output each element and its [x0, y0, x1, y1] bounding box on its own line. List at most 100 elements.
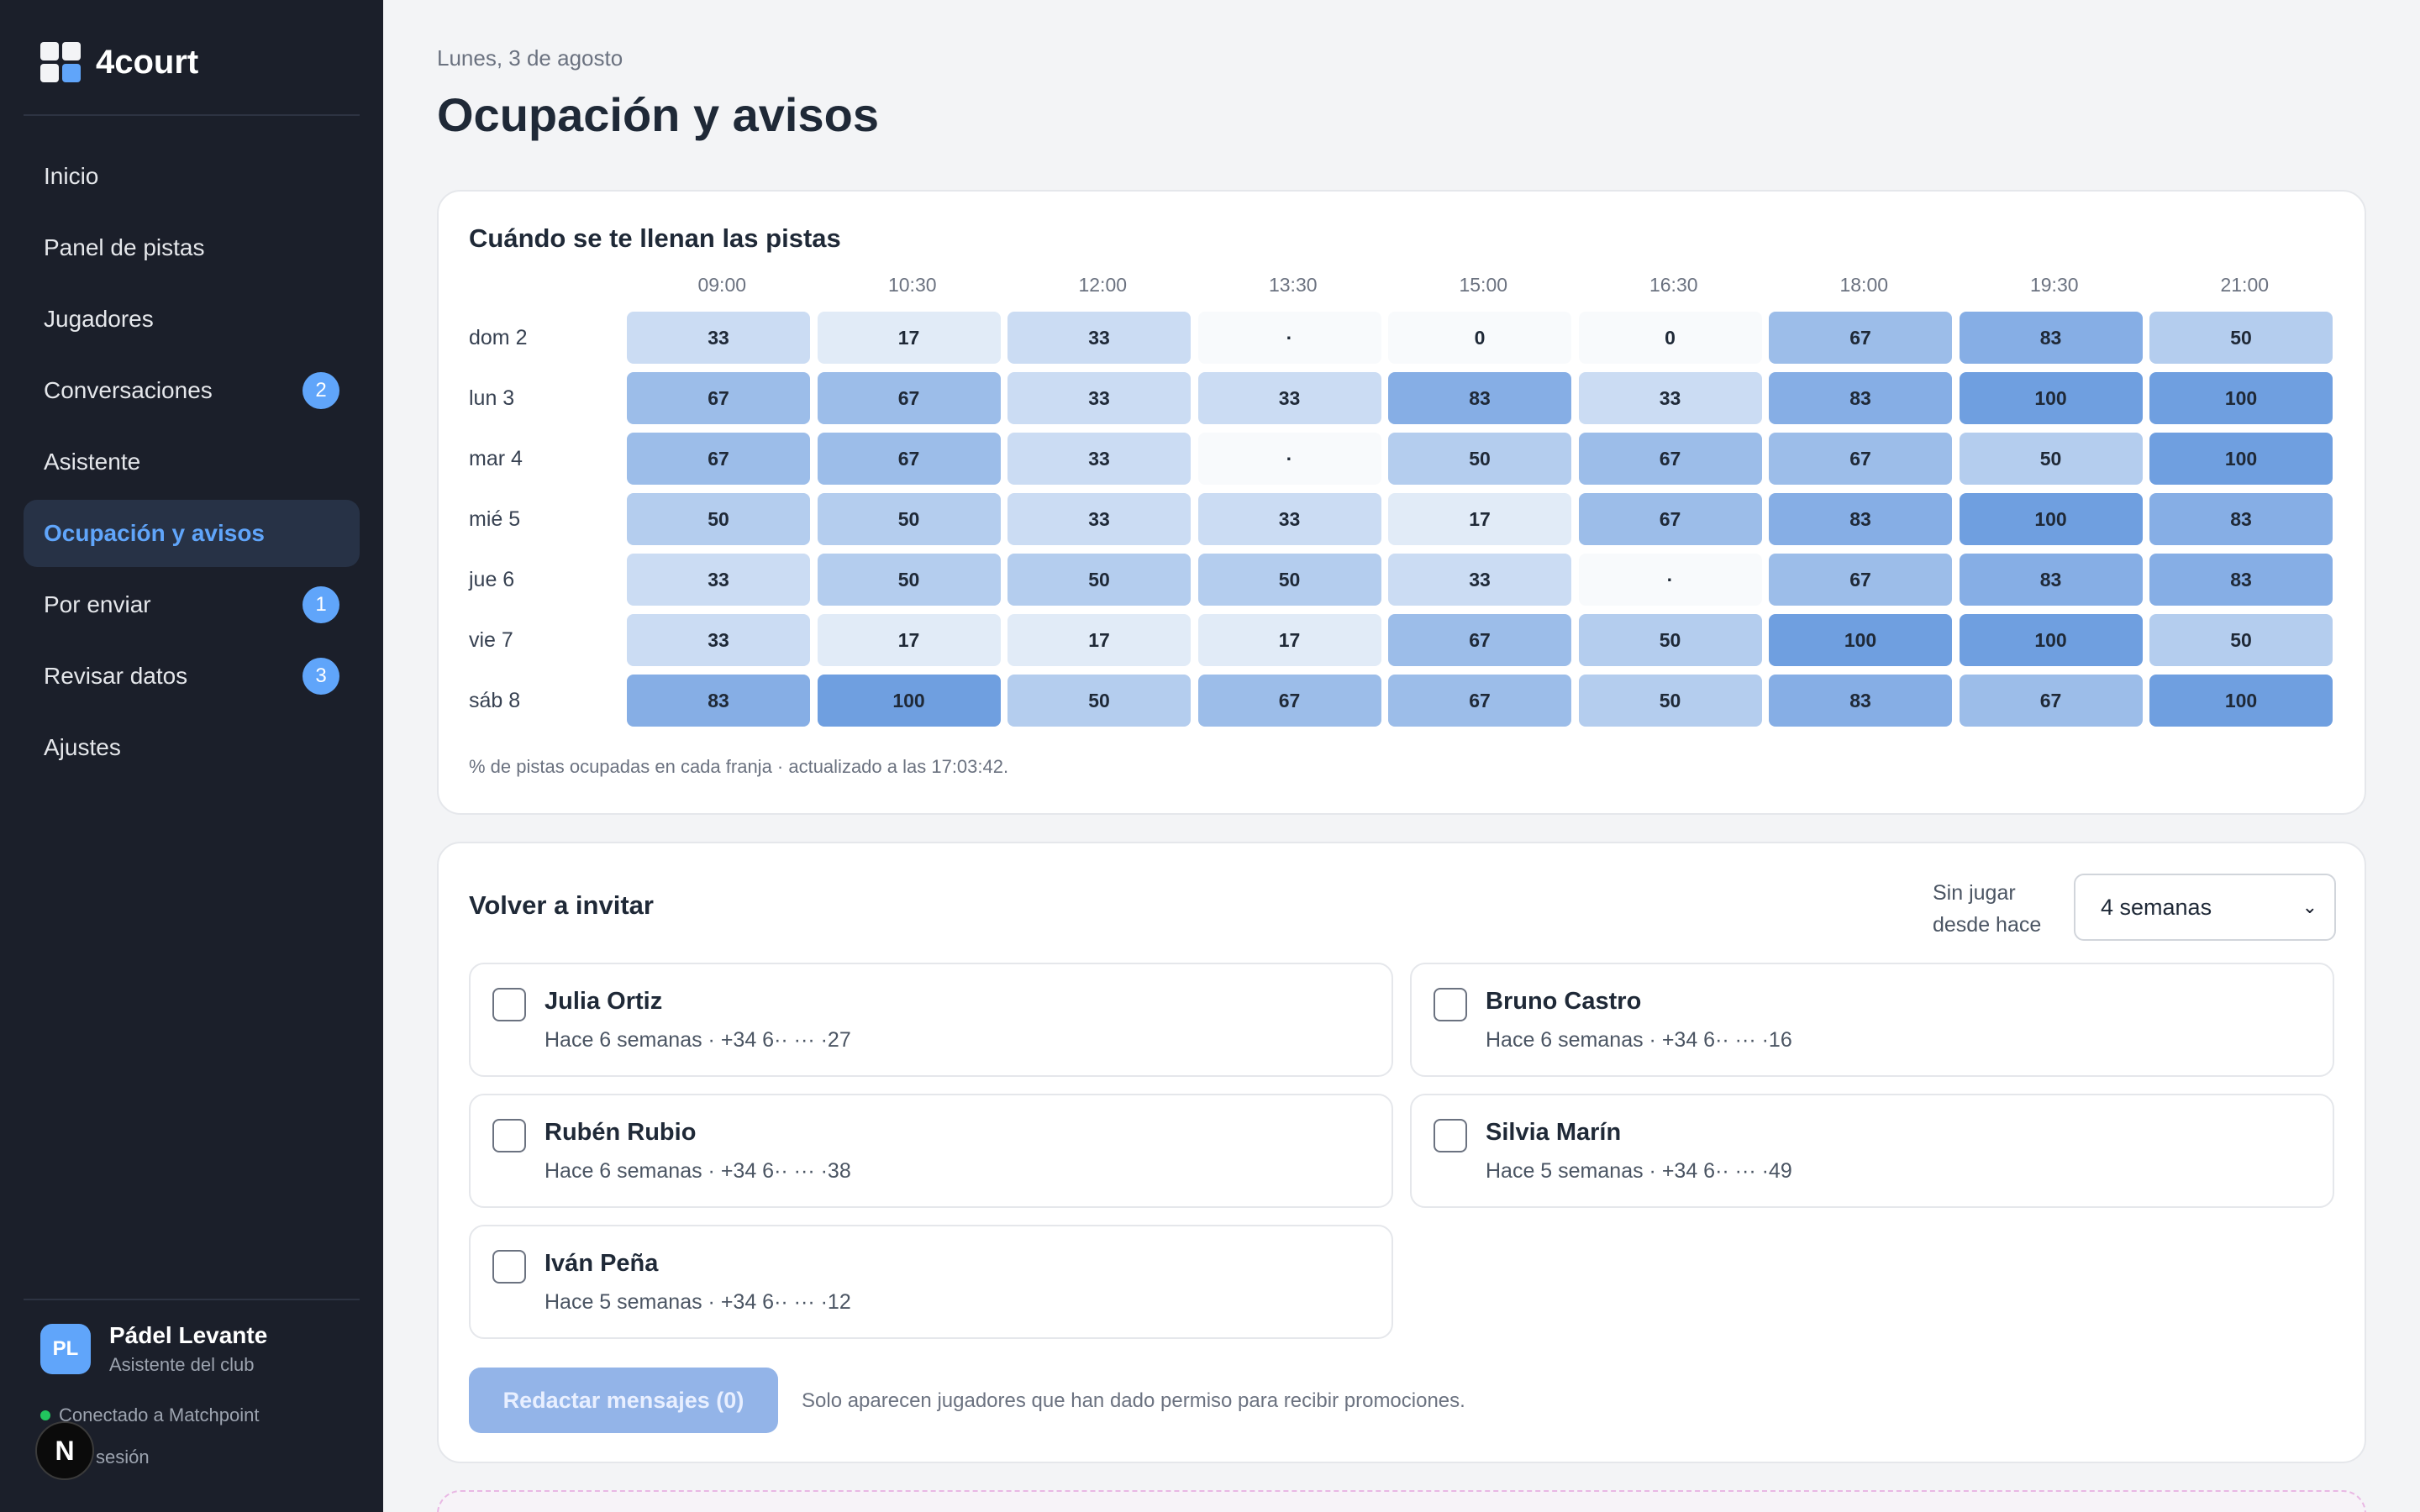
heatmap-cell[interactable]: 100 — [1959, 614, 2143, 666]
heatmap-cell[interactable]: 83 — [1959, 554, 2143, 606]
heatmap-cell[interactable]: · — [1578, 554, 1762, 606]
heatmap-cell[interactable]: 0 — [1578, 312, 1762, 364]
heatmap-cell[interactable]: 50 — [1007, 554, 1191, 606]
heatmap-cell[interactable]: 67 — [627, 433, 810, 485]
player-meta: Hace 5 semanas · +34 6·· ··· ·49 — [1486, 1159, 1792, 1183]
heatmap-cell[interactable]: 100 — [2149, 433, 2333, 485]
heatmap-cell[interactable]: 17 — [817, 312, 1001, 364]
player-card[interactable]: Rubén Rubio Hace 6 semanas · +34 6·· ···… — [469, 1094, 1393, 1208]
heatmap-cell[interactable]: 33 — [627, 312, 810, 364]
heatmap-cell[interactable]: 67 — [1388, 614, 1571, 666]
sidebar-item-jugadores[interactable]: Jugadores — [24, 286, 360, 353]
heatmap-cell[interactable]: 50 — [817, 554, 1001, 606]
heatmap-cell[interactable]: 33 — [1197, 493, 1381, 545]
heatmap-cell[interactable]: 33 — [1197, 372, 1381, 424]
heatmap-cell[interactable]: 50 — [1197, 554, 1381, 606]
heatmap-cell[interactable]: 17 — [1197, 614, 1381, 666]
heatmap-cell[interactable]: 33 — [1007, 433, 1191, 485]
sidebar-item-asistente[interactable]: Asistente — [24, 428, 360, 496]
player-card[interactable]: Silvia Marín Hace 5 semanas · +34 6·· ··… — [1410, 1094, 2334, 1208]
heatmap-cell[interactable]: 67 — [1578, 493, 1762, 545]
heatmap-cell[interactable]: 100 — [1769, 614, 1952, 666]
heatmap-cell[interactable]: 50 — [627, 493, 810, 545]
heatmap-cell[interactable]: 67 — [1388, 675, 1571, 727]
sidebar-item-revisar-datos[interactable]: Revisar datos 3 — [24, 643, 360, 710]
heatmap-cell[interactable]: 33 — [1578, 372, 1762, 424]
heatmap-cell[interactable]: 50 — [817, 493, 1001, 545]
player-card[interactable]: Julia Ortiz Hace 6 semanas · +34 6·· ···… — [469, 963, 1393, 1077]
heatmap-cell[interactable]: 67 — [1959, 675, 2143, 727]
n-logo-icon[interactable]: N — [35, 1421, 94, 1480]
heatmap-cell[interactable]: 83 — [1388, 372, 1571, 424]
heatmap-cell[interactable]: 100 — [2149, 675, 2333, 727]
sidebar-item-ajustes[interactable]: Ajustes — [24, 714, 360, 781]
heatmap-cell[interactable]: 0 — [1388, 312, 1571, 364]
compose-messages-button[interactable]: Redactar mensajes (0) — [469, 1368, 778, 1433]
heatmap-cell[interactable]: 67 — [1769, 554, 1952, 606]
heatmap-cell[interactable]: 50 — [1578, 675, 1762, 727]
filter-label-line: desde hace — [1933, 913, 2042, 937]
sidebar-item-inicio[interactable]: Inicio — [24, 143, 360, 210]
weeks-select[interactable]: 4 semanas ⌄ — [2074, 874, 2336, 941]
heatmap-cell[interactable]: 67 — [1197, 675, 1381, 727]
heatmap-cell[interactable]: 100 — [2149, 372, 2333, 424]
sidebar-item-ocupacion-y-avisos[interactable]: Ocupación y avisos — [24, 500, 360, 567]
heatmap-cell[interactable]: 50 — [2149, 312, 2333, 364]
heatmap-cell[interactable]: 50 — [1007, 675, 1191, 727]
heatmap-cell[interactable]: 100 — [1959, 493, 2143, 545]
heatmap-cell[interactable]: 100 — [817, 675, 1001, 727]
sidebar-item-por-enviar[interactable]: Por enviar 1 — [24, 571, 360, 638]
heatmap-cell[interactable]: 50 — [2149, 614, 2333, 666]
player-card[interactable]: Iván Peña Hace 5 semanas · +34 6·· ··· ·… — [469, 1225, 1393, 1339]
heatmap-cell[interactable]: 17 — [1007, 614, 1191, 666]
sidebar-item-label: Inicio — [44, 163, 99, 189]
heatmap-cell[interactable]: 83 — [2149, 554, 2333, 606]
heatmap-cell[interactable]: 67 — [817, 372, 1001, 424]
heatmap-cell[interactable]: 67 — [1769, 433, 1952, 485]
heatmap-cell[interactable]: 33 — [1007, 372, 1191, 424]
page-date: Lunes, 3 de agosto — [437, 45, 623, 71]
player-card[interactable]: Bruno Castro Hace 6 semanas · +34 6·· ··… — [1410, 963, 2334, 1077]
heatmap-cell[interactable]: 100 — [1959, 372, 2143, 424]
heatmap-cell[interactable]: 83 — [1769, 675, 1952, 727]
heatmap-cell[interactable]: 17 — [817, 614, 1001, 666]
heatmap-cell[interactable]: 33 — [1388, 554, 1571, 606]
heatmap-cell[interactable]: 67 — [1578, 433, 1762, 485]
heatmap-cell[interactable]: 33 — [627, 614, 810, 666]
heatmap-time-label: 13:30 — [1268, 274, 1318, 296]
heatmap-cell[interactable]: 67 — [817, 433, 1001, 485]
player-meta: Hace 6 semanas · +34 6·· ··· ·16 — [1486, 1028, 1792, 1052]
connection-text: Conectado a Matchpoint — [59, 1404, 260, 1425]
weeks-select-value: 4 semanas — [2101, 894, 2212, 920]
heatmap-cell[interactable]: 33 — [627, 554, 810, 606]
sidebar-item-panel-de-pistas[interactable]: Panel de pistas — [24, 214, 360, 281]
logout-link[interactable]: sesión — [96, 1446, 150, 1467]
heatmap-cell[interactable]: · — [1197, 433, 1381, 485]
player-checkbox[interactable] — [1434, 1119, 1467, 1152]
sidebar-item-conversaciones[interactable]: Conversaciones 2 — [24, 357, 360, 424]
heatmap-cell[interactable]: · — [1197, 312, 1381, 364]
heatmap-cell[interactable]: 17 — [1388, 493, 1571, 545]
player-checkbox[interactable] — [492, 1119, 526, 1152]
heatmap-cell[interactable]: 50 — [1578, 614, 1762, 666]
heatmap-cell[interactable]: 83 — [1769, 493, 1952, 545]
brand[interactable]: 4court — [40, 42, 198, 82]
player-checkbox[interactable] — [492, 1250, 526, 1284]
heatmap-cell[interactable]: 33 — [1007, 493, 1191, 545]
heatmap-cell[interactable]: 50 — [1388, 433, 1571, 485]
player-checkbox[interactable] — [1434, 988, 1467, 1021]
heatmap-cell[interactable]: 83 — [1959, 312, 2143, 364]
heatmap-cell[interactable]: 67 — [1769, 312, 1952, 364]
heatmap-cell[interactable]: 83 — [627, 675, 810, 727]
player-checkbox[interactable] — [492, 988, 526, 1021]
player-name: Rubén Rubio — [544, 1119, 697, 1146]
heatmap-cell[interactable]: 67 — [627, 372, 810, 424]
count-badge: 1 — [302, 586, 339, 623]
club-profile[interactable]: PL Pádel Levante Asistente del club — [40, 1322, 267, 1376]
heatmap-cell[interactable]: 83 — [1769, 372, 1952, 424]
heatmap-cell[interactable]: 33 — [1007, 312, 1191, 364]
chevron-down-icon: ⌄ — [2302, 896, 2317, 917]
filter-label-line: Sin jugar — [1933, 881, 2016, 905]
heatmap-cell[interactable]: 83 — [2149, 493, 2333, 545]
heatmap-cell[interactable]: 50 — [1959, 433, 2143, 485]
